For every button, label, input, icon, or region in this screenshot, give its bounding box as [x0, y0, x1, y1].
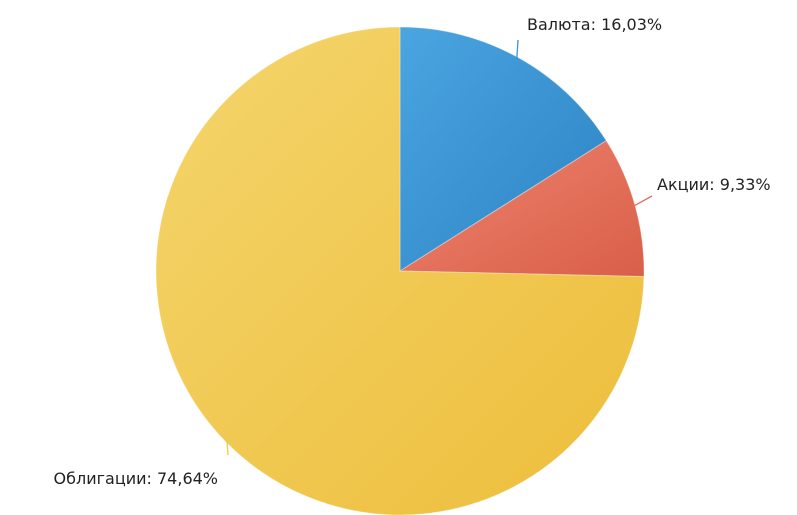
- leader-lines: [226, 39, 653, 456]
- leader-line-валюта: [516, 39, 519, 60]
- data-label-облигации: Облигации: 74,64%: [54, 469, 218, 488]
- leader-line-акции: [632, 195, 653, 207]
- data-label-акции: Акции: 9,33%: [657, 175, 771, 194]
- pie-slice-облигации: [155, 26, 645, 515]
- data-labels: Валюта: 16,03% Акции: 9,33% Облигации: 74,…: [54, 15, 771, 488]
- data-label-валюта: Валюта: 16,03%: [527, 15, 662, 34]
- pie-slices: [155, 26, 645, 515]
- leader-line-облигации: [226, 440, 229, 456]
- pie-slice-валюта: [399, 26, 607, 272]
